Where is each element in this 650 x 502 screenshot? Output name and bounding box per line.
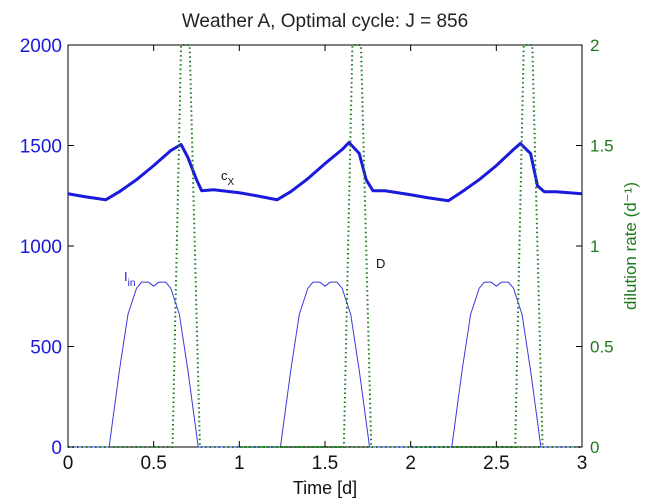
left-tick-label: 2000 (20, 36, 62, 57)
plot-frame (67, 44, 583, 448)
series-cX-line (67, 140, 583, 203)
annotation-cx: cX (221, 168, 235, 188)
right-tick-label: 2 (590, 36, 599, 55)
right-axis-label: dilution rate (d⁻¹) (621, 182, 640, 310)
x-tick-label: 3 (577, 453, 588, 474)
series-layer (67, 44, 583, 448)
x-tick-label: 1 (234, 453, 245, 474)
series-D-line (68, 44, 582, 448)
right-tick-label: 0 (590, 438, 599, 457)
x-tick-label: 0 (63, 453, 74, 474)
x-tick-label: 2.5 (483, 453, 509, 474)
left-tick-label: 500 (30, 338, 62, 359)
left-axis: 0 500 1000 1500 2000 (20, 36, 74, 459)
left-tick-label: 1500 (20, 137, 62, 158)
left-tick-label: 1000 (20, 237, 62, 258)
right-tick-label: 1 (590, 237, 599, 256)
series-Iin-line (68, 281, 582, 448)
right-axis: 0 0.5 1 1.5 2 (576, 36, 614, 457)
x-tick-label: 0.5 (140, 453, 166, 474)
x-tick-label: 1.5 (312, 453, 338, 474)
x-tick-label: 2 (405, 453, 416, 474)
right-tick-label: 1.5 (590, 137, 614, 156)
x-axis: 0 0.5 1 1.5 2 2.5 3 (63, 45, 588, 474)
right-tick-label: 0.5 (590, 338, 614, 357)
x-axis-label: Time [d] (293, 478, 357, 498)
annotations: cX Iin D (124, 168, 385, 289)
annotation-iin: Iin (124, 269, 135, 289)
plot-area (67, 44, 583, 448)
annotation-d: D (376, 256, 385, 271)
left-tick-label: 0 (51, 438, 62, 459)
chart-title: Weather A, Optimal cycle: J = 856 (182, 11, 468, 32)
